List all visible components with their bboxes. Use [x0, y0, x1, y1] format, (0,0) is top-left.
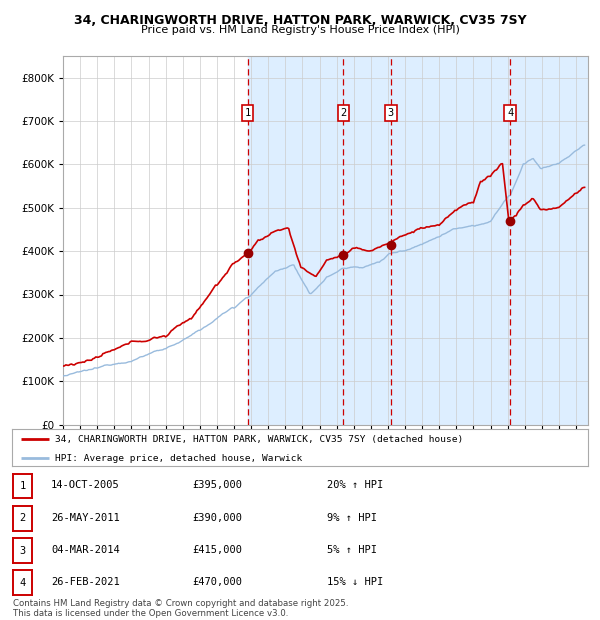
Text: HPI: Average price, detached house, Warwick: HPI: Average price, detached house, Warw…: [55, 454, 302, 463]
Text: 3: 3: [20, 546, 26, 556]
Text: 3: 3: [388, 108, 394, 118]
Text: 5% ↑ HPI: 5% ↑ HPI: [327, 545, 377, 555]
Text: 14-OCT-2005: 14-OCT-2005: [51, 480, 120, 490]
Text: 20% ↑ HPI: 20% ↑ HPI: [327, 480, 383, 490]
Text: Price paid vs. HM Land Registry's House Price Index (HPI): Price paid vs. HM Land Registry's House …: [140, 25, 460, 35]
Text: 2: 2: [20, 513, 26, 523]
Text: 1: 1: [244, 108, 251, 118]
Text: 26-MAY-2011: 26-MAY-2011: [51, 513, 120, 523]
Text: 2: 2: [340, 108, 347, 118]
Text: 26-FEB-2021: 26-FEB-2021: [51, 577, 120, 587]
Text: £470,000: £470,000: [192, 577, 242, 587]
Text: 9% ↑ HPI: 9% ↑ HPI: [327, 513, 377, 523]
Text: 34, CHARINGWORTH DRIVE, HATTON PARK, WARWICK, CV35 7SY (detached house): 34, CHARINGWORTH DRIVE, HATTON PARK, WAR…: [55, 435, 463, 444]
Text: 4: 4: [20, 578, 26, 588]
Text: Contains HM Land Registry data © Crown copyright and database right 2025.
This d: Contains HM Land Registry data © Crown c…: [13, 599, 349, 618]
Text: £415,000: £415,000: [192, 545, 242, 555]
Text: £395,000: £395,000: [192, 480, 242, 490]
Text: 15% ↓ HPI: 15% ↓ HPI: [327, 577, 383, 587]
Text: 04-MAR-2014: 04-MAR-2014: [51, 545, 120, 555]
Text: £390,000: £390,000: [192, 513, 242, 523]
Text: 34, CHARINGWORTH DRIVE, HATTON PARK, WARWICK, CV35 7SY: 34, CHARINGWORTH DRIVE, HATTON PARK, WAR…: [74, 14, 526, 27]
Text: 4: 4: [507, 108, 514, 118]
Text: 1: 1: [20, 481, 26, 491]
Bar: [248, 56, 600, 425]
